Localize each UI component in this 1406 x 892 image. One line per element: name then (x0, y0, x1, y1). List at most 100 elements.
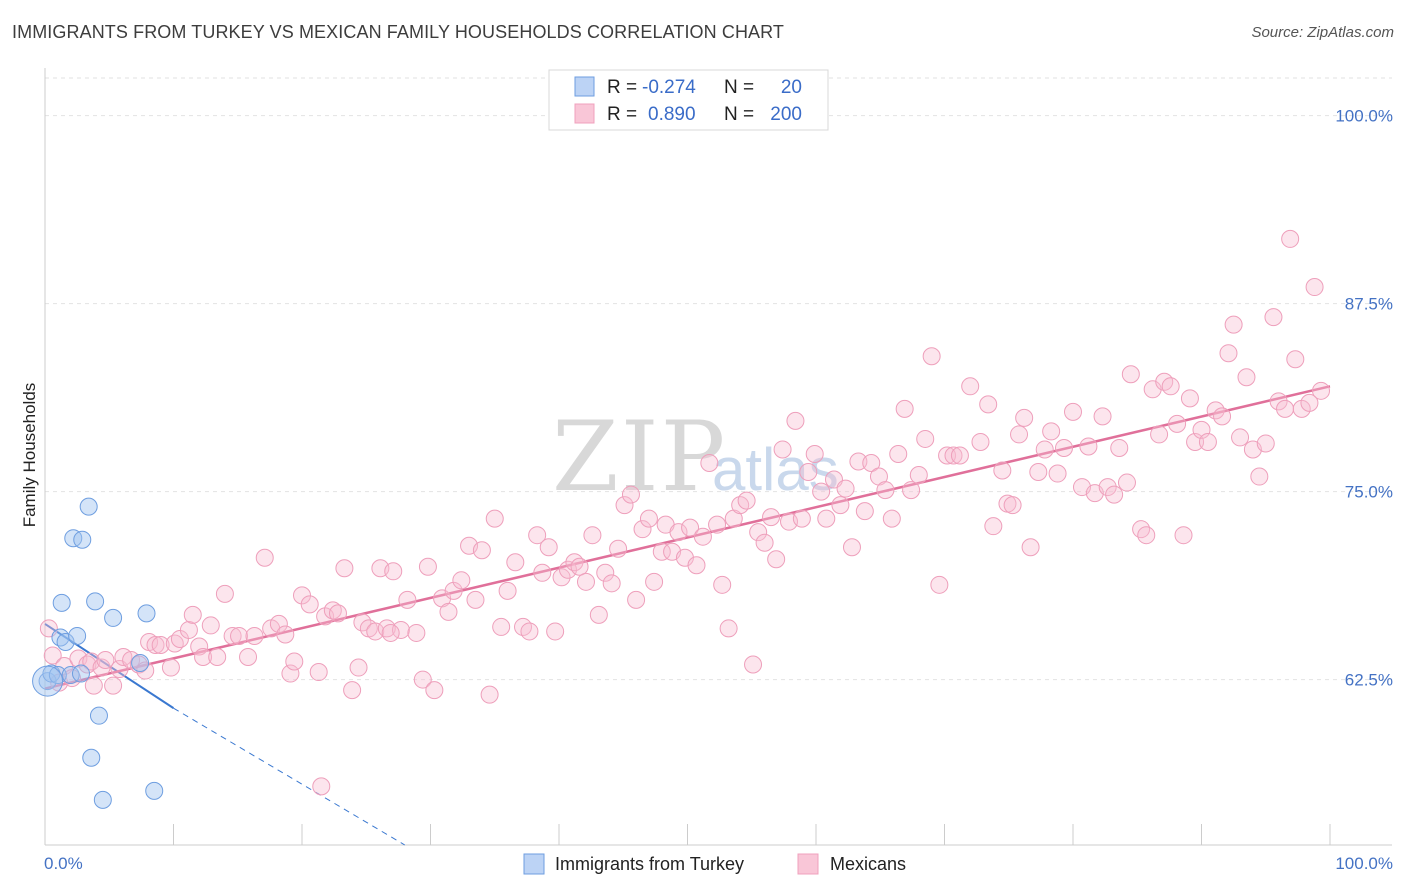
point-mexicans (876, 481, 895, 500)
legend-n-label-mexicans: N = (724, 104, 754, 125)
point-mexicans (971, 432, 990, 451)
point-mexicans (627, 590, 646, 609)
point-mexicans (652, 542, 671, 561)
point-mexicans (687, 556, 706, 575)
point-turkey (73, 530, 92, 549)
point-mexicans (1010, 425, 1029, 444)
point-mexicans (596, 563, 615, 582)
point-mexicans (293, 586, 311, 605)
point-turkey (42, 664, 61, 683)
point-mexicans (1305, 278, 1324, 297)
point-mexicans (269, 614, 288, 633)
data-points (32, 229, 1331, 809)
point-mexicans (831, 496, 850, 515)
bottom-legend-swatch-mexicans (797, 853, 819, 875)
point-mexicans (1161, 377, 1180, 396)
point-mexicans (1150, 425, 1169, 444)
point-mexicans (528, 526, 547, 545)
legend-n-value-mexicans: 200 (770, 104, 802, 125)
point-mexicans (194, 648, 213, 667)
point-mexicans (930, 575, 949, 594)
point-mexicans (1137, 526, 1156, 545)
point-mexicans (1264, 308, 1283, 327)
point-mexicans (281, 664, 300, 683)
point-mexicans (151, 635, 170, 654)
bottom-legend-swatch-turkey (523, 853, 545, 875)
point-mexicans (700, 454, 719, 473)
legend-r-value-turkey: -0.274 (642, 77, 696, 98)
point-mexicans (576, 572, 595, 591)
point-turkey (68, 626, 87, 645)
point-turkey (52, 593, 71, 612)
point-mexicans (309, 663, 328, 682)
point-mexicans (366, 622, 385, 641)
point-mexicans (693, 527, 712, 546)
tick-labels: 62.5% 75.0% 87.5% 100.0% 0.0% 100.0% (44, 107, 1393, 873)
point-mexicans (749, 523, 768, 542)
point-turkey (56, 632, 75, 651)
watermark-zip: ZIP (552, 401, 727, 513)
point-mexicans (190, 637, 209, 656)
point-mexicans (645, 572, 664, 591)
point-mexicans (762, 508, 781, 527)
point-mexicans (1155, 372, 1174, 391)
point-mexicans (492, 617, 511, 636)
trend-lines (44, 385, 1331, 846)
point-mexicans (589, 605, 608, 624)
point-mexicans (1110, 438, 1129, 457)
point-mexicans (335, 559, 354, 578)
chart-source: Source: ZipAtlas.com (1251, 24, 1394, 41)
point-mexicans (546, 622, 565, 641)
point-mexicans (413, 670, 432, 689)
point-mexicans (633, 520, 652, 539)
point-mexicans (452, 571, 471, 590)
point-turkey (104, 608, 123, 627)
x-tick-label-left: 0.0% (44, 854, 83, 873)
point-turkey (137, 604, 156, 623)
point-mexicans (398, 590, 417, 609)
point-mexicans (1276, 399, 1295, 418)
point-mexicans (849, 452, 868, 471)
point-mexicans (786, 411, 805, 430)
point-mexicans (1174, 526, 1193, 545)
legend-n-label-turkey: N = (724, 77, 754, 98)
point-mexicans (418, 557, 437, 576)
y-tick-label: 87.5% (1345, 295, 1393, 314)
point-mexicans (381, 623, 400, 642)
y-tick-label: 75.0% (1345, 483, 1393, 502)
trend-line-turkey (44, 623, 175, 709)
point-mexicans (1132, 520, 1151, 539)
point-mexicans (922, 347, 941, 366)
point-mexicans (583, 526, 602, 545)
point-mexicans (681, 518, 700, 537)
point-mexicans (895, 399, 914, 418)
point-turkey (82, 748, 101, 767)
point-mexicans (817, 509, 836, 528)
point-mexicans (1121, 365, 1140, 384)
y-tick-label: 100.0% (1335, 107, 1393, 126)
point-mexicans (1093, 407, 1112, 426)
point-turkey (64, 529, 83, 548)
legend-swatch-turkey (574, 76, 595, 97)
bottom-legend-label-mexicans: Mexicans (830, 854, 906, 874)
point-mexicans (1021, 538, 1040, 557)
point-mexicans (170, 629, 189, 648)
point-mexicans (1281, 229, 1300, 248)
legend-r-value-mexicans: 0.890 (648, 104, 696, 125)
point-mexicans (767, 550, 786, 569)
point-mexicans (1015, 408, 1034, 427)
point-mexicans (708, 515, 727, 534)
y-axis-title: Family Households (20, 383, 39, 528)
point-mexicans (731, 496, 750, 515)
point-mexicans (506, 553, 525, 572)
point-mexicans (245, 626, 264, 645)
point-mexicans (902, 481, 921, 500)
point-mexicans (520, 622, 539, 641)
point-mexicans (737, 491, 756, 510)
point-mexicans (558, 560, 577, 579)
point-mexicans (179, 620, 198, 639)
bottom-legend-label-turkey: Immigrants from Turkey (555, 854, 744, 874)
point-mexicans (713, 575, 732, 594)
point-mexicans (773, 440, 792, 459)
